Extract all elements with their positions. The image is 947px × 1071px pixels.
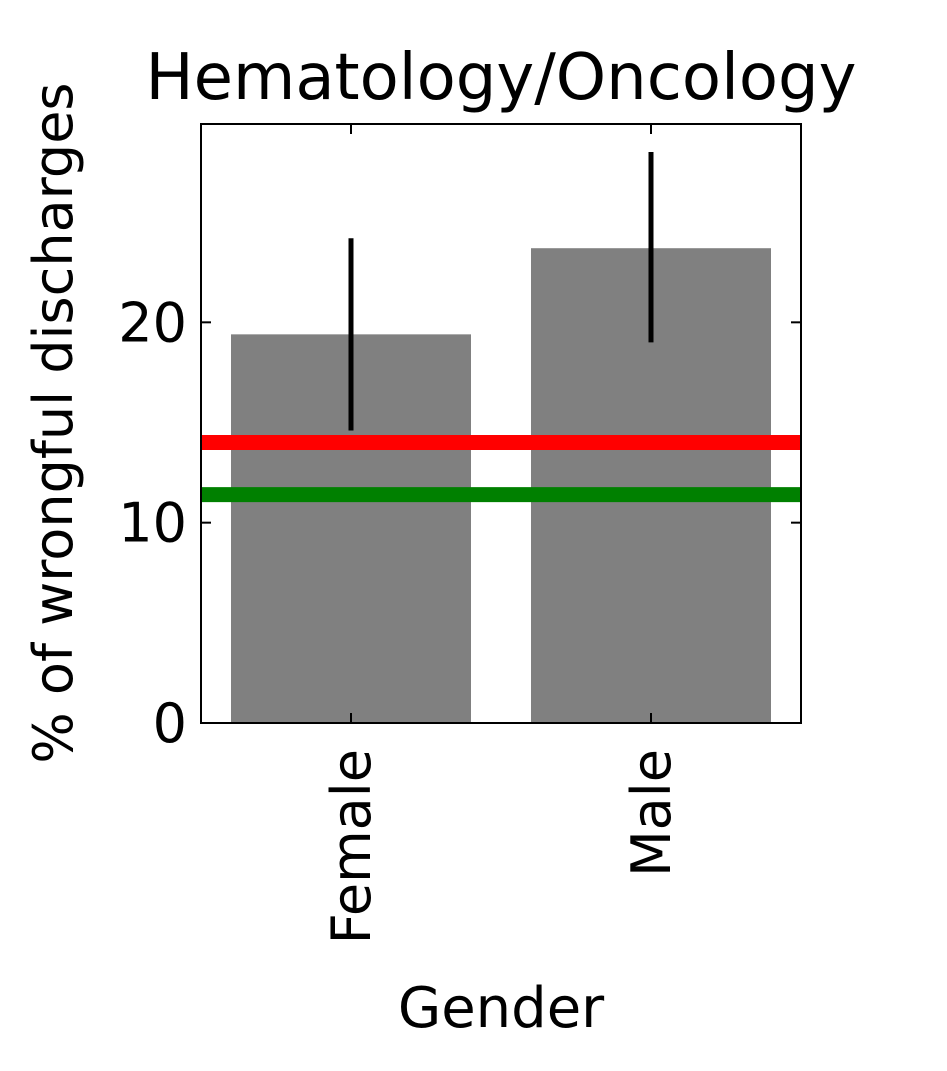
y-tick-label-10: 10 bbox=[118, 492, 187, 555]
x-axis-label: Gender bbox=[398, 976, 605, 1041]
y-tick-label-20: 20 bbox=[118, 291, 187, 354]
chart-title: Hematology/Oncology bbox=[145, 41, 856, 115]
axes: 0 10 20 Female Male bbox=[118, 124, 801, 944]
plot-frame bbox=[200, 123, 802, 724]
y-tick-label-0: 0 bbox=[153, 692, 187, 755]
y-axis-label: % of wrongful discharges bbox=[22, 82, 85, 763]
plot-area bbox=[201, 152, 801, 724]
x-tick-label-female: Female bbox=[320, 749, 383, 944]
x-tick-label-male: Male bbox=[620, 749, 683, 877]
